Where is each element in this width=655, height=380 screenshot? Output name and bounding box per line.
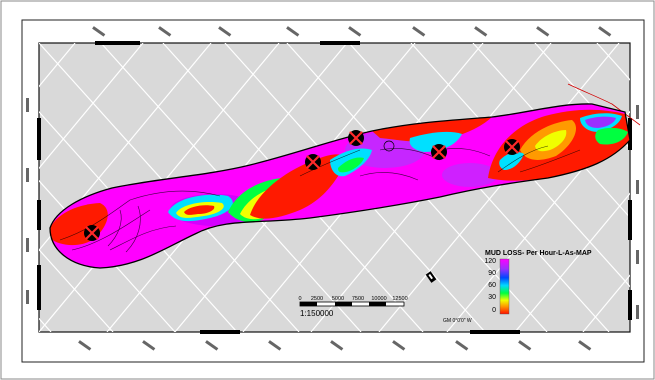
- scale-bar-ticks: 0 2500 5000 7500 10000 12500: [298, 296, 407, 302]
- field-base: [50, 103, 630, 268]
- grid-line: [472, 43, 630, 219]
- well-markers: [84, 130, 520, 241]
- scale-ratio: 1:150000: [300, 309, 334, 318]
- grid-line: [39, 111, 238, 332]
- declination-label: GM 0°0'0" W: [443, 318, 472, 324]
- grid-line: [410, 43, 630, 288]
- well-marker-icon: [504, 139, 520, 155]
- grid-line: [39, 248, 114, 332]
- grid-line: [446, 110, 630, 332]
- frame-ticks: [37, 41, 632, 334]
- well-marker-icon: [305, 154, 321, 170]
- scale-tick-10000: 10000: [371, 296, 386, 302]
- scale-tick-12500: 12500: [392, 296, 407, 302]
- grid-line: [378, 43, 620, 332]
- grid-line: [514, 192, 630, 332]
- grid-line: [582, 274, 630, 332]
- well-marker-icon: [431, 144, 447, 160]
- legend-colorbar: [499, 258, 510, 315]
- field-outline: [49, 103, 631, 269]
- legend-title: MUD LOSS- Per Hour-L-As-MAP: [485, 250, 592, 257]
- scale-tick-2500: 2500: [311, 296, 323, 302]
- grid-line: [39, 43, 212, 252]
- well-trajectory-line: [567, 83, 641, 126]
- grid-line: [39, 43, 144, 170]
- legend-tick-90: 90: [488, 270, 496, 277]
- legend-tick-60: 60: [488, 282, 496, 289]
- legend-tick-0: 0: [492, 307, 496, 314]
- scale-bar: 0 2500 5000 7500 10000 12500 1:150000: [298, 296, 407, 318]
- legend-tick-120: 120: [484, 258, 496, 265]
- north-arrow-icon: [425, 271, 437, 283]
- well-marker-icon: [348, 130, 364, 146]
- scale-tick-0: 0: [298, 296, 301, 302]
- legend: MUD LOSS- Per Hour-L-As-MAP 120 90 60 30…: [484, 250, 592, 315]
- coordinate-grid: [39, 43, 630, 332]
- scale-tick-7500: 7500: [352, 296, 364, 302]
- grid-line: [39, 179, 176, 332]
- legend-tick-30: 30: [488, 294, 496, 301]
- scale-tick-5000: 5000: [332, 296, 344, 302]
- frame-coordinate-marks: [26, 26, 639, 351]
- well-marker-icon: [84, 225, 100, 241]
